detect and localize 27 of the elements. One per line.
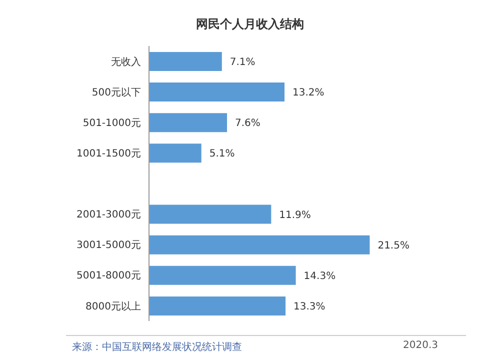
y-tick-label: 1001-1500元 bbox=[76, 148, 141, 160]
bar bbox=[149, 204, 272, 224]
bar bbox=[149, 144, 202, 163]
y-tick-label: 无收入 bbox=[111, 56, 141, 68]
chart-title: 网民个人月收入结构 bbox=[195, 16, 305, 33]
y-tick-label: 500元以下 bbox=[92, 86, 141, 98]
bar bbox=[149, 235, 370, 254]
data-label: 11.9% bbox=[279, 210, 311, 221]
bar bbox=[149, 82, 285, 102]
data-label: 7.6% bbox=[235, 118, 260, 130]
bar bbox=[149, 296, 286, 316]
y-tick-label: 2001-3000元 bbox=[76, 210, 141, 221]
bar bbox=[149, 266, 296, 285]
data-label: 14.3% bbox=[304, 270, 336, 282]
y-tick-label: 3001-5000元 bbox=[76, 240, 141, 252]
bar bbox=[149, 113, 228, 132]
data-label: 13.3% bbox=[294, 301, 326, 312]
data-label: 7.1% bbox=[230, 57, 256, 68]
y-tick-label: 501-1000元 bbox=[82, 118, 141, 129]
source-note: 来源：中国互联网络发展状况统计调查 bbox=[72, 340, 242, 354]
data-label: 5.1% bbox=[209, 148, 235, 160]
y-tick-label: 8000元以上 bbox=[86, 300, 141, 312]
text: 2020.3 bbox=[403, 340, 438, 351]
data-label: 21.5% bbox=[378, 240, 410, 252]
bar bbox=[149, 52, 222, 71]
y-tick-label: 5001-8000元 bbox=[76, 270, 141, 282]
data-label: 13.2% bbox=[292, 88, 324, 99]
